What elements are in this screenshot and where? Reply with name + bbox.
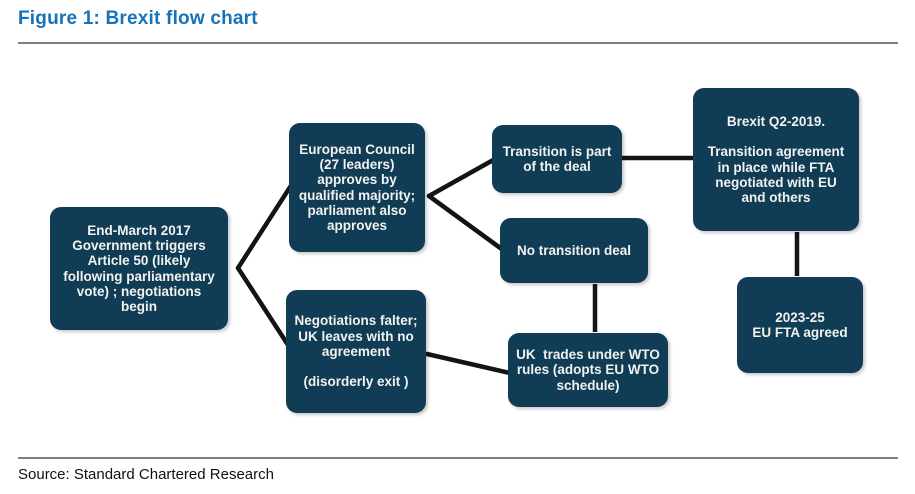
node-uk-trades-wto-rules: UK trades under WTO rules (adopts EU WTO… xyxy=(508,333,668,407)
edge-council-notransition xyxy=(426,193,506,253)
edge-article50-falter xyxy=(235,265,293,351)
node-eu-fta-agreed: 2023-25 EU FTA agreed xyxy=(737,277,863,373)
node-brexit-q2-2019: Brexit Q2-2019. Transition agreement in … xyxy=(693,88,859,231)
node-negotiations-falter: Negotiations falter; UK leaves with no a… xyxy=(286,290,426,413)
node-no-transition-deal: No transition deal xyxy=(500,218,648,283)
node-european-council-approves: European Council (27 leaders) approves b… xyxy=(289,123,425,252)
edge-falter-wto xyxy=(424,351,513,376)
edge-article50-council xyxy=(235,181,295,271)
source-attribution: Source: Standard Chartered Research xyxy=(18,466,274,483)
source-divider xyxy=(18,457,898,459)
title-divider xyxy=(18,42,898,44)
edge-council-transition xyxy=(426,156,498,199)
node-transition-part-of-deal: Transition is part of the deal xyxy=(492,125,622,193)
figure-title: Figure 1: Brexit flow chart xyxy=(18,8,258,29)
node-article-50-trigger: End-March 2017 Government triggers Artic… xyxy=(50,207,228,330)
